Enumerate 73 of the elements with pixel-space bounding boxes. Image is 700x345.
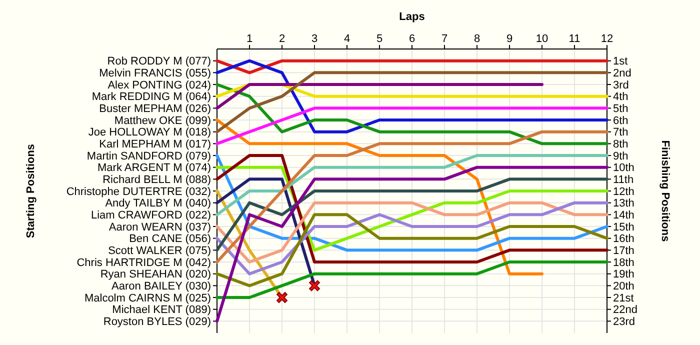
y-tick-label: 9th xyxy=(613,150,628,162)
y-tick-label: 15th xyxy=(613,221,634,234)
line-series xyxy=(216,83,608,146)
y-tick-label: 11th xyxy=(613,174,634,186)
text: Christophe DUTERTRE (032) xyxy=(66,186,211,198)
y-tick-label: 14th xyxy=(613,210,634,222)
x-tick-label: 7 xyxy=(441,33,448,45)
text: Michael KENT (089) xyxy=(112,304,211,316)
y-tick-label: 23rd xyxy=(613,316,636,328)
y-tick-label: 18th xyxy=(613,256,634,269)
text: Royston BYLES (029) xyxy=(103,316,211,328)
y-tick-label: 1st xyxy=(613,56,628,68)
text: Mark REDDING M (064) xyxy=(92,91,211,104)
line-series xyxy=(216,130,608,264)
y-tick-label: 16th xyxy=(613,233,634,246)
text: Joe HOLLOWAY M (018) xyxy=(88,126,211,139)
text: Liam CRAWFORD (022) xyxy=(91,210,211,222)
y-tick-label: 22nd xyxy=(613,304,638,316)
text: Ben CANE (056) xyxy=(129,233,211,246)
y-tick-label: 21st xyxy=(613,292,634,304)
text: Scott WALKER (075) xyxy=(108,245,211,258)
text: Aaron WEARN (037) xyxy=(108,221,211,234)
x-tick-label: 9 xyxy=(506,33,513,45)
x-tick-label: 1 xyxy=(246,33,253,45)
x-tick-label: 2 xyxy=(278,33,286,45)
line-series xyxy=(216,201,608,276)
line-series xyxy=(216,201,608,264)
text: Chris HARTRIDGE M (042) xyxy=(76,256,211,269)
x-tick-label: 6 xyxy=(408,33,416,45)
line-series xyxy=(216,213,608,288)
text: Buster MEPHAM (026) xyxy=(99,103,211,116)
x-tick-label: 8 xyxy=(474,33,480,45)
y-tick-label: 5th xyxy=(613,103,628,116)
line-series xyxy=(216,260,608,299)
y-tick-label: 20th xyxy=(613,280,634,293)
line-series xyxy=(216,154,608,216)
text: Aaron BAILEY (030) xyxy=(112,280,211,293)
y-tick-label: 4th xyxy=(613,91,628,104)
text: Richard BELL M (088) xyxy=(102,174,211,186)
line-series xyxy=(216,71,608,134)
y-tick-label: 7th xyxy=(613,126,628,139)
x-axis-title: Laps xyxy=(399,11,425,23)
line-series xyxy=(216,106,608,146)
x-tick-label: 12 xyxy=(600,33,614,45)
text: Andy TAILBY M (040) xyxy=(105,198,211,210)
y-tick-label: 8th xyxy=(613,138,628,151)
text: Karl MEPHAM M (017) xyxy=(99,138,211,151)
x-tick-label: 10 xyxy=(536,33,548,45)
y-tick-label: 13th xyxy=(613,198,634,210)
y-tick-label: 6th xyxy=(613,114,628,127)
line-series xyxy=(216,166,608,323)
line-series xyxy=(216,118,544,276)
text: Melvin FRANCIS (055) xyxy=(99,68,211,80)
y-tick-label: 10th xyxy=(613,162,634,174)
y-tick-label: 19th xyxy=(613,268,634,281)
text: Alex PONTING (024) xyxy=(108,79,211,92)
text: Malcolm CAIRNS M (025) xyxy=(84,292,211,304)
y-tick-label: 17th xyxy=(613,245,634,258)
text: Rob RODDY M (077) xyxy=(107,56,211,68)
y-tick-label: 12th xyxy=(613,186,634,198)
text: Matthew OKE (099) xyxy=(114,114,211,127)
line-series xyxy=(216,59,608,134)
x-tick-label: 3 xyxy=(311,33,318,45)
x-tick-label: 11 xyxy=(568,33,580,45)
y-tick-label: 3rd xyxy=(613,79,629,92)
text: Mark ARGENT M (074) xyxy=(98,162,211,174)
text: Starting Positions xyxy=(25,144,37,238)
y-axis-title: Finishing Positions xyxy=(659,140,671,242)
text: Martin SANDFORD (079) xyxy=(86,150,211,162)
text: Ryan SHEAHAN (020) xyxy=(100,268,211,281)
x-tick-label: 4 xyxy=(344,33,350,45)
x-tick-label: 5 xyxy=(376,33,383,45)
y-tick-label: 2nd xyxy=(613,68,632,80)
